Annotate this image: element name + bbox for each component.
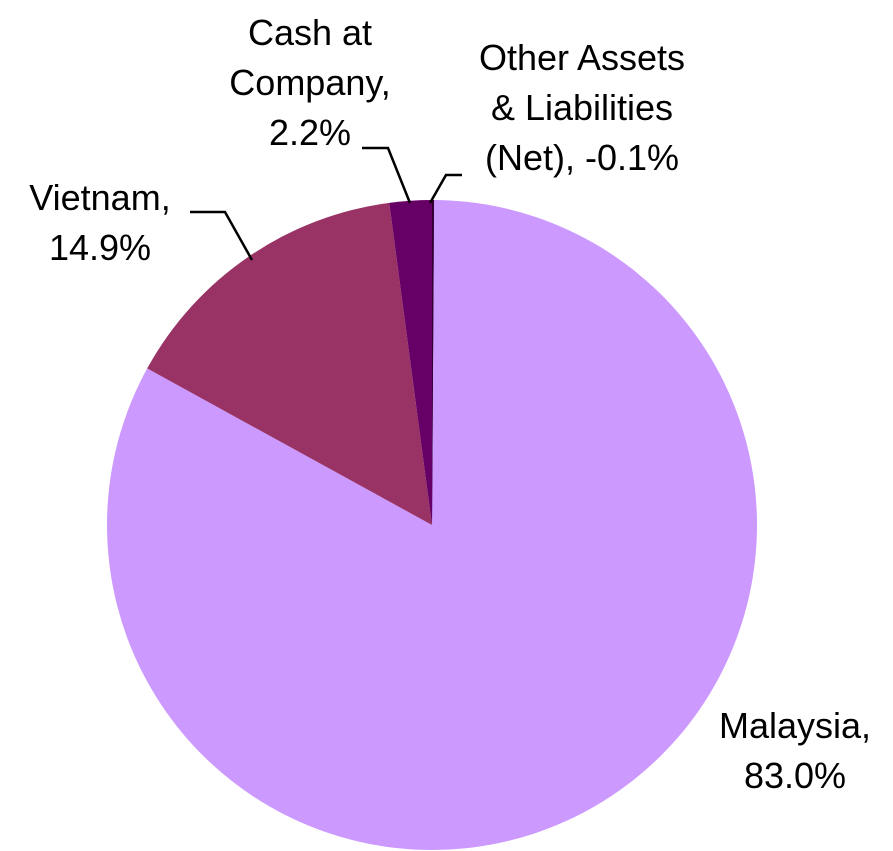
leader-line bbox=[190, 210, 254, 261]
data-label: Malaysia, 83.0% bbox=[719, 705, 871, 796]
data-label: Cash at Company, 2.2% bbox=[229, 12, 390, 153]
pie-slice bbox=[106, 200, 757, 850]
data-label: Vietnam, 14.9% bbox=[29, 177, 170, 268]
leader-line bbox=[362, 146, 412, 204]
pie-slice bbox=[432, 200, 435, 525]
pie-slice bbox=[147, 202, 433, 526]
leader-line bbox=[428, 173, 462, 204]
labels: Malaysia, 83.0% Vietnam, 14.9% Cash at Compan… bbox=[29, 12, 871, 796]
data-label: Other Assets & Liabilities (Net), -0.1% bbox=[479, 37, 685, 178]
pie-slice bbox=[389, 199, 435, 525]
pie bbox=[106, 199, 757, 850]
